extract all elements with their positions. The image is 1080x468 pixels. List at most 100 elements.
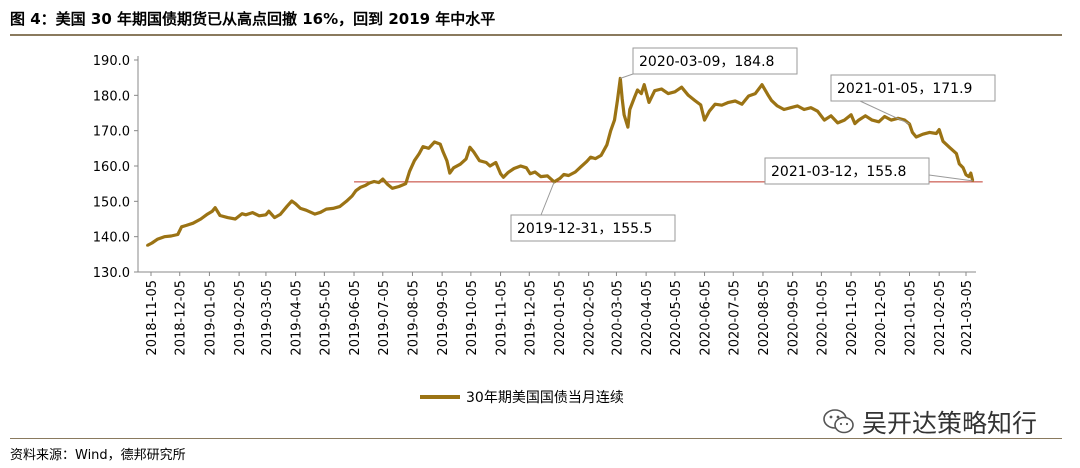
data-point [640,92,643,95]
data-point [234,217,237,221]
callout-label: 2021-03-12，155.8 [771,164,906,180]
data-point [439,142,442,146]
data-point [961,166,965,169]
x-tick-label: 2020-02-05 [583,280,598,356]
data-point [150,241,154,245]
x-tick-label: 2019-06-05 [348,280,363,356]
data-point [687,94,690,97]
callout-label: 2021-01-05，171.9 [837,81,972,97]
data-point [967,175,971,178]
data-point [421,145,425,148]
data-point [240,212,244,215]
x-tick-label: 2020-01-05 [553,280,568,356]
data-point [766,93,769,96]
data-point [829,114,833,118]
data-point [585,160,588,163]
data-point [964,173,968,176]
data-point [391,187,394,190]
data-point [703,118,706,122]
x-tick-label: 2021-02-05 [933,280,948,356]
x-tick-label: 2020-08-05 [757,280,772,356]
x-tick-label: 2018-12-05 [174,280,189,356]
data-point [338,205,341,208]
data-point [163,235,166,238]
data-point [613,118,616,122]
callout-leader [540,181,555,216]
data-point [558,177,562,180]
data-point [890,118,893,122]
callout-label: 2019-12-31，155.5 [517,221,652,237]
data-point [319,211,322,214]
data-point [938,128,941,131]
x-tick-label: 2019-08-05 [406,280,421,356]
data-point [294,202,297,205]
y-axis: 130.0 140.0 150.0 160.0 170.0 180.0 190.0 [93,54,139,281]
data-point [594,157,597,160]
data-point [185,224,188,227]
data-point [605,143,609,146]
data-point [853,122,857,125]
data-point [574,170,577,174]
x-tick-label: 2021-01-05 [903,280,918,356]
data-point [546,174,549,178]
x-tick-label: 2020-11-05 [845,280,860,356]
data-point [667,92,670,95]
data-point [622,113,626,117]
data-point [478,159,481,162]
x-tick-label: 2020-04-05 [640,280,655,356]
watermark-text: 吴开达策略知行 [862,409,1038,438]
legend: 30年期美国国债当月连续 [420,389,624,406]
data-point [156,237,159,241]
data-point [713,103,717,106]
data-point [693,99,697,102]
data-point [796,104,799,108]
data-point [864,114,867,118]
data-point [816,110,819,113]
data-point [720,104,723,107]
y-tick-label: 140.0 [93,231,130,246]
x-tick-label: 2019-11-05 [495,280,510,356]
data-point [809,106,813,109]
x-tick-label: 2020-05-05 [669,280,684,356]
data-point [386,183,389,186]
data-point [507,171,510,174]
x-tick-label: 2019-10-05 [465,280,480,356]
data-point [849,113,853,117]
annotations: 2020-03-09，184.8 2021-01-05，171.9 2021-03-… [510,47,996,242]
callout-box [830,74,996,102]
data-point [273,216,276,219]
data-point [734,99,737,103]
data-point [928,131,931,134]
data-point [199,217,202,221]
data-point [251,211,254,214]
data-point [464,157,468,161]
data-point [529,172,532,175]
data-point [325,207,328,211]
data-point [567,174,570,177]
data-point [877,120,880,124]
data-point [660,87,663,91]
data-point [776,104,779,108]
bottom-rule [10,438,1062,439]
x-tick-label: 2019-03-05 [260,280,275,356]
x-tick-label: 2019-09-05 [436,280,451,356]
data-point [368,181,371,185]
data-point [754,92,757,95]
data-point [770,99,773,102]
data-point [354,189,358,192]
data-point [413,159,416,162]
data-point [647,101,651,104]
data-point [427,147,430,150]
data-point [533,170,537,174]
data-point [264,213,268,216]
data-point [502,176,505,179]
data-point [211,210,214,213]
data-point [169,234,173,238]
data-point [494,161,497,164]
data-point [176,233,179,236]
y-tick-label: 170.0 [93,125,130,140]
data-point [512,167,516,170]
data-point [911,131,914,134]
source-note: 资料来源：Wind，德邦研究所 [10,448,186,463]
x-tick-label: 2019-04-05 [290,280,305,356]
